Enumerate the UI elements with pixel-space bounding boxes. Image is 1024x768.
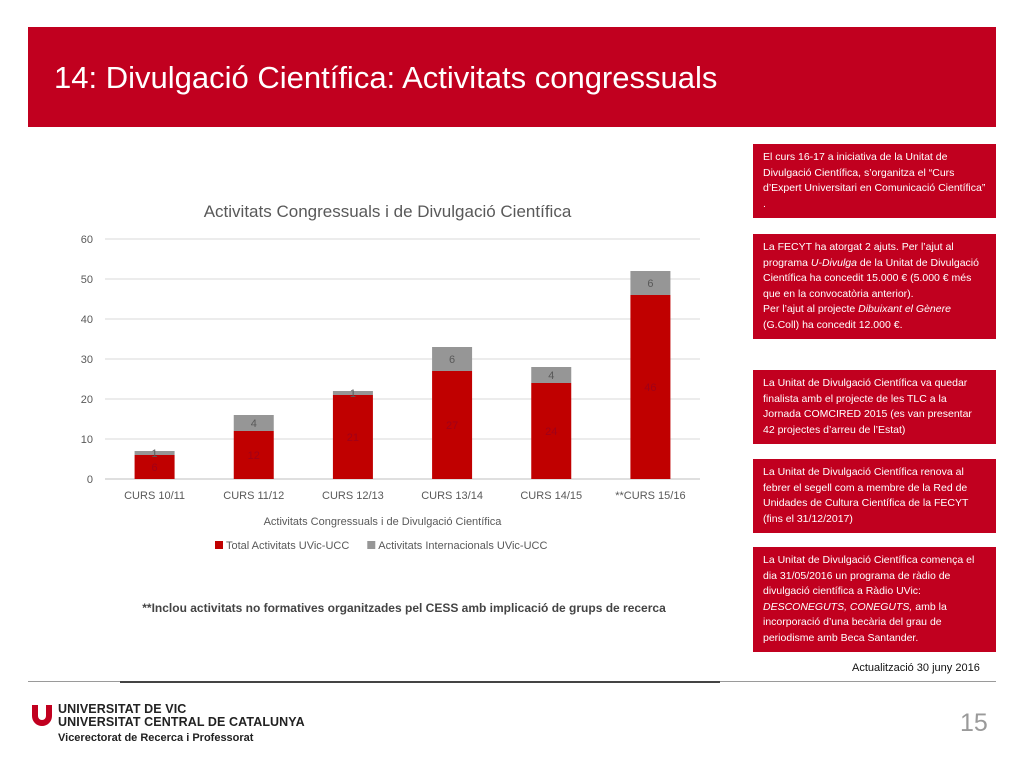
y-tick-label: 0 [87, 474, 93, 486]
x-axis-title: Activitats Congressuals i de Divulgació … [264, 516, 503, 528]
info-box-radio-uvic: La Unitat de Divulgació Científica comen… [753, 547, 996, 652]
info-box-text: de la Unitat de Divulgació Científica ha… [763, 256, 979, 300]
x-tick-label: CURS 10/11 [124, 490, 185, 502]
bar-total [531, 383, 572, 479]
bar-data-label: 24 [545, 426, 557, 438]
info-box-text: La FECYT ha atorgat 2 ajuts. Per l’ajut … [763, 241, 954, 269]
bar-data-label: 1 [350, 388, 356, 400]
info-box-text: amb la incorporació d’una becària del gr… [763, 600, 947, 644]
bar-total [233, 431, 274, 479]
bar-data-label: 6 [449, 354, 455, 366]
info-box-comcired: La Unitat de Divulgació Científica va qu… [753, 370, 996, 444]
y-tick-label: 40 [81, 314, 93, 326]
chart-footnote: **Inclou activitats no formatives organi… [142, 601, 666, 615]
info-box-text: Dibuixant el Gènere [858, 303, 951, 315]
info-box-text: (G.Coll) ha concedit 12.000 €. [763, 318, 903, 331]
y-tick-label: 10 [81, 434, 93, 446]
bar-data-label: 6 [647, 278, 653, 290]
info-box-text: El curs 16-17 a iniciativa de la Unitat … [763, 151, 986, 210]
update-date: Actualització 30 juny 2016 [852, 662, 980, 674]
x-tick-label: CURS 14/15 [520, 490, 582, 502]
chart-title: Activitats Congressuals i de Divulgació … [204, 202, 572, 221]
info-box-text: La Unitat de Divulgació Científica va qu… [763, 377, 972, 436]
vicerectorat-label: Vicerectorat de Recerca i Professorat [58, 732, 254, 744]
info-box-text: Per l’ajut al projecte [763, 303, 859, 315]
bar-data-label: 4 [251, 418, 257, 430]
bar-data-label: 27 [446, 420, 458, 432]
university-name-line2: UNIVERSITAT CENTRAL DE CATALUNYA [58, 715, 305, 729]
bar-total [332, 395, 373, 479]
legend-label: Total Activitats UVic-UCC [226, 540, 349, 552]
bar-internacional [233, 415, 274, 431]
y-tick-label: 30 [81, 354, 93, 366]
info-box-text: U-Divulga [810, 256, 857, 269]
bar-data-label: 46 [644, 382, 656, 394]
info-box-text: La Unitat de Divulgació Científica comen… [763, 554, 975, 597]
chart-container: Activitats Congressuals i de Divulgació … [70, 190, 710, 580]
page-number: 15 [960, 709, 988, 737]
y-tick-label: 20 [81, 394, 93, 406]
info-box-text: DESCONEGUTS, CONEGUTS, [763, 600, 913, 613]
bar-internacional [630, 271, 671, 295]
info-box-text: La Unitat de Divulgació Científica renov… [763, 466, 969, 525]
legend-swatch [367, 541, 376, 549]
slide-title: 14: Divulgació Científica: Activitats co… [54, 60, 718, 95]
bar-total [630, 295, 671, 479]
bar-internacional [134, 451, 175, 455]
bar-internacional [332, 391, 373, 395]
info-box-segell-fecyt: La Unitat de Divulgació Científica renov… [753, 459, 996, 533]
bar-internacional [531, 367, 572, 383]
bar-data-label: 21 [347, 432, 359, 444]
legend-swatch [215, 541, 223, 549]
footer-divider-accent [120, 681, 720, 683]
x-tick-label: **CURS 15/16 [615, 490, 685, 502]
stacked-bar-chart: Activitats Congressuals i de Divulgació … [81, 202, 700, 552]
bar-internacional [432, 347, 473, 371]
info-box-fecyt-ajuts: La FECYT ha atorgat 2 ajuts. Per l’ajut … [753, 234, 996, 339]
info-box-curs-expert: El curs 16-17 a iniciativa de la Unitat … [753, 144, 996, 218]
legend-label: Activitats Internacionals UVic-UCC [378, 540, 547, 552]
y-tick-label: 50 [81, 274, 93, 286]
bar-total [134, 455, 175, 479]
x-tick-label: CURS 12/13 [322, 490, 384, 502]
x-tick-label: CURS 11/12 [223, 490, 284, 502]
bar-total [432, 371, 473, 479]
bar-data-label: 12 [248, 450, 260, 462]
title-banner: 14: Divulgació Científica: Activitats co… [28, 27, 996, 127]
university-name-line1: UNIVERSITAT DE VIC [58, 702, 187, 716]
x-tick-label: CURS 13/14 [421, 490, 483, 502]
bar-data-label: 4 [548, 370, 554, 382]
university-logo-icon [30, 703, 54, 727]
y-tick-label: 60 [81, 234, 93, 246]
bar-data-label: 6 [152, 462, 158, 474]
bar-data-label: 1 [152, 448, 158, 460]
